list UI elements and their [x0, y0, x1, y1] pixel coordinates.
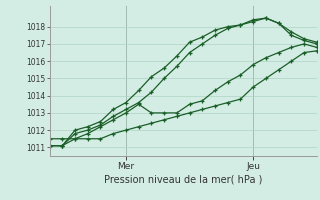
X-axis label: Pression niveau de la mer( hPa ): Pression niveau de la mer( hPa ): [104, 175, 262, 185]
